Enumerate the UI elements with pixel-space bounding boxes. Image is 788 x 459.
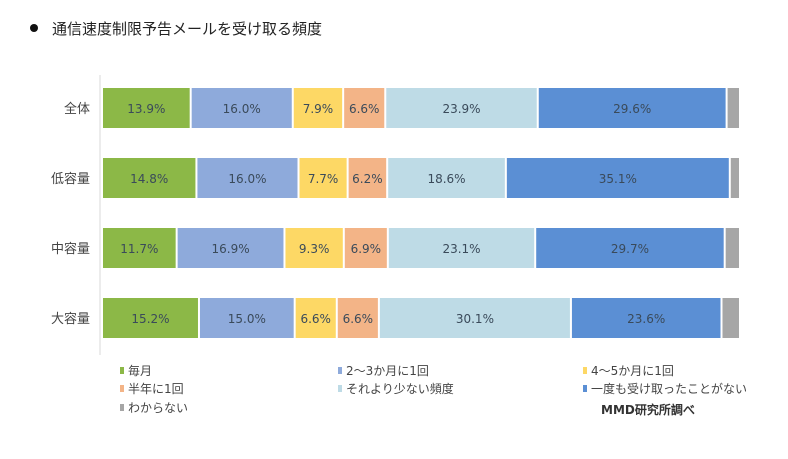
bar-segment	[344, 88, 385, 128]
bar-segment	[293, 88, 343, 128]
bar-segment	[103, 298, 198, 338]
source-credit: MMD研究所調べ	[601, 403, 695, 417]
bar-segment	[191, 88, 292, 128]
legend-label: 半年に1回	[128, 382, 184, 396]
legend-swatch-icon	[583, 385, 587, 392]
data-label: 6.6%	[343, 312, 374, 326]
data-label: 29.7%	[611, 242, 649, 256]
data-label: 15.0%	[228, 312, 266, 326]
chart-title: 通信速度制限予告メールを受け取る頻度	[52, 20, 323, 38]
legend-label: わからない	[128, 401, 189, 415]
bar-segment	[727, 88, 739, 128]
legend-label: 4～5か月に1回	[591, 364, 674, 378]
data-label: 6.2%	[352, 172, 383, 186]
category-label: 低容量	[51, 171, 90, 187]
data-label: 23.1%	[442, 242, 480, 256]
data-label: 16.0%	[228, 172, 266, 186]
data-label: 18.6%	[427, 172, 465, 186]
bar-segment	[299, 158, 347, 198]
legend-swatch-icon	[338, 367, 342, 374]
legend-label: それより少ない頻度	[346, 382, 454, 396]
bar-segment	[103, 158, 196, 198]
legend-item: 半年に1回	[120, 380, 184, 397]
bar-segment	[506, 158, 729, 198]
legend-item: 2～3か月に1回	[338, 362, 429, 379]
legend-swatch-icon	[583, 367, 587, 374]
legend-label: 2～3か月に1回	[346, 364, 429, 378]
legend-item: わからない	[120, 399, 188, 416]
data-label: 6.6%	[300, 312, 331, 326]
legend-label: 毎月	[128, 364, 153, 378]
bar-segment	[285, 228, 343, 268]
bar-segment	[536, 228, 724, 268]
bar-segment	[103, 88, 190, 128]
legend-swatch-icon	[338, 385, 342, 392]
bar-segment	[538, 88, 726, 128]
legend-item: それより少ない頻度	[338, 380, 454, 397]
bar-segment	[730, 158, 739, 198]
bar-segment	[344, 228, 387, 268]
bar-segment	[348, 158, 387, 198]
chart-title-row: 通信速度制限予告メールを受け取る頻度	[30, 18, 322, 39]
legend-item: 4～5か月に1回	[583, 362, 674, 379]
data-label: 23.6%	[627, 312, 665, 326]
bar-segment	[571, 298, 721, 338]
bar-segment	[388, 228, 535, 268]
data-label: 15.2%	[131, 312, 169, 326]
data-label: 9.3%	[299, 242, 330, 256]
legend-item: 毎月	[120, 362, 152, 379]
data-label: 7.7%	[308, 172, 339, 186]
data-label: 13.9%	[127, 102, 165, 116]
data-label: 29.6%	[613, 102, 651, 116]
bar-segment	[295, 298, 336, 338]
data-label: 6.6%	[349, 102, 380, 116]
data-label: 16.0%	[223, 102, 261, 116]
category-label: 中容量	[51, 241, 90, 257]
legend-swatch-icon	[120, 404, 124, 411]
category-label: 大容量	[51, 311, 90, 327]
data-label: 6.9%	[351, 242, 382, 256]
bar-segment	[388, 158, 505, 198]
data-label: 11.7%	[120, 242, 158, 256]
bar-segment	[722, 298, 739, 338]
data-label: 16.9%	[211, 242, 249, 256]
bullet-icon	[30, 23, 38, 32]
bar-segment	[103, 228, 176, 268]
bar-segment	[379, 298, 570, 338]
legend-item: 一度も受け取ったことがない	[583, 380, 747, 397]
data-label: 14.8%	[130, 172, 168, 186]
bar-segment	[337, 298, 378, 338]
bar-segment	[725, 228, 739, 268]
bar-segment	[177, 228, 284, 268]
data-label: 30.1%	[456, 312, 494, 326]
data-label: 7.9%	[303, 102, 334, 116]
data-label: 35.1%	[599, 172, 637, 186]
bar-segment	[199, 298, 294, 338]
bar-segment	[386, 88, 537, 128]
legend-swatch-icon	[120, 367, 124, 374]
category-label: 全体	[64, 101, 90, 117]
bar-segment	[197, 158, 298, 198]
legend-swatch-icon	[120, 385, 124, 392]
data-label: 23.9%	[442, 102, 480, 116]
legend-label: 一度も受け取ったことがない	[591, 382, 748, 396]
